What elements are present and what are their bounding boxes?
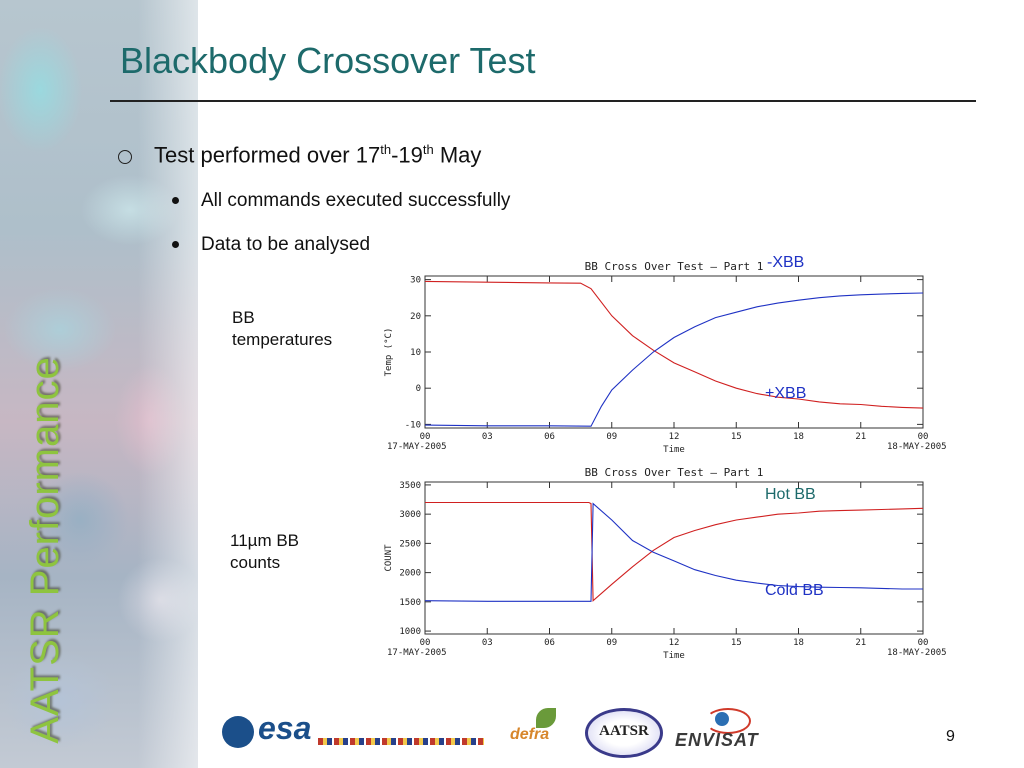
counts-label-line1: 11µm BB	[230, 531, 300, 550]
counts-label: 11µm BB counts	[230, 530, 299, 574]
y-tick-label: 10	[410, 348, 421, 358]
cold-bb-label: Cold BB	[765, 582, 824, 599]
x-tick-label: 00	[420, 638, 431, 648]
esa-logo-text: esa	[258, 710, 312, 746]
x-axis-label: Time	[663, 651, 685, 661]
x-tick-label: 09	[606, 638, 617, 648]
series-line-1	[424, 280, 924, 409]
y-tick-label: 0	[416, 384, 421, 394]
main-bullet-mid: -19	[391, 142, 423, 168]
aatsr-logo: AATSR	[585, 708, 663, 758]
temps-label-line2: temperatures	[232, 330, 333, 349]
x-tick-label: 06	[544, 432, 555, 442]
bullet-dot-icon	[172, 241, 179, 249]
plot-frame	[424, 275, 924, 429]
y-tick-label: -10	[405, 420, 421, 430]
x-tick-label: 06	[544, 638, 555, 648]
slide-title: Blackbody Crossover Test	[120, 40, 536, 81]
x-tick-label: 12	[669, 432, 680, 442]
member-flags-icon	[318, 738, 484, 745]
chart-title: BB Cross Over Test – Part 1	[585, 466, 764, 479]
esa-logo: esa	[220, 710, 320, 750]
hollow-bullet-icon	[118, 149, 132, 164]
x-tick-label: 18	[793, 638, 804, 648]
series-line-2	[424, 292, 924, 427]
y-tick-label: 2000	[399, 569, 421, 579]
bullet-dot-icon	[172, 197, 179, 205]
x-end-date-label: 18-MAY-2005	[887, 648, 947, 658]
hot-bb-label: Hot BB	[765, 486, 816, 503]
x-start-date-label: 17-MAY-2005	[387, 442, 447, 452]
x-tick-label: 18	[793, 432, 804, 442]
satellite-image-sidebar: AATSR Performance	[0, 0, 198, 768]
main-bullet-text: Test performed over 17	[154, 142, 381, 168]
temps-label-line1: BB	[232, 308, 255, 327]
bb-temperature-chart: BB Cross Over Test – Part 1 -10 0 10 20 30 00 0…	[384, 260, 947, 455]
defra-logo-text: defra	[510, 726, 550, 743]
x-tick-label: 03	[482, 638, 493, 648]
defra-logo: defra	[510, 708, 562, 752]
x-tick-label: 00	[918, 432, 929, 442]
x-tick-label: 21	[855, 432, 866, 442]
y-tick-label: 2500	[399, 539, 421, 549]
page-number: 9	[946, 728, 955, 745]
envisat-orbit-icon	[705, 708, 751, 734]
x-end-date-label: 18-MAY-2005	[887, 442, 947, 452]
sub-bullet-text: All commands executed successfully	[201, 190, 511, 211]
envisat-logo-text: ENVISAT	[675, 730, 759, 750]
x-tick-label: 21	[855, 638, 866, 648]
x-tick-label: 15	[731, 638, 742, 648]
temps-label: BB temperatures	[232, 307, 332, 351]
y-axis-label: COUNT	[384, 544, 394, 572]
x-tick-label: 12	[669, 638, 680, 648]
plus-xbb-label: +XBB	[765, 385, 807, 402]
y-tick-label: 20	[410, 312, 421, 322]
series-line-2	[424, 502, 923, 602]
sub-bullet-text: Data to be analysed	[201, 234, 371, 255]
defra-leaf-icon	[536, 708, 556, 728]
vertical-title: AATSR Performance	[23, 356, 67, 744]
y-tick-label: 30	[410, 276, 421, 286]
plot-frame	[424, 481, 924, 635]
main-bullet: Test performed over 17th-19th May	[118, 142, 481, 168]
series-line-1	[425, 501, 924, 602]
x-tick-label: 09	[606, 432, 617, 442]
sup-th-2: th	[422, 142, 434, 157]
envisat-globe-icon	[715, 712, 729, 726]
y-tick-label: 1500	[399, 598, 421, 608]
counts-label-line2: counts	[230, 553, 281, 572]
sub-bullet-2: Data to be analysed	[172, 234, 370, 256]
sup-th-1: th	[380, 142, 392, 157]
minus-xbb-label: -XBB	[767, 254, 805, 271]
x-tick-label: 03	[482, 432, 493, 442]
y-axis-label: Temp (°C)	[384, 328, 394, 377]
footer-logos: esa defra AATSR ENVISAT	[220, 700, 800, 760]
y-tick-label: 1000	[399, 627, 421, 637]
main-bullet-end: May	[433, 142, 482, 168]
esa-emblem-icon	[222, 716, 254, 748]
envisat-logo: ENVISAT	[675, 706, 795, 756]
title-divider	[110, 100, 976, 102]
bb-counts-chart: BB Cross Over Test – Part 11000150020002…	[384, 466, 947, 661]
x-start-date-label: 17-MAY-2005	[387, 648, 447, 658]
y-tick-label: 3000	[399, 510, 421, 520]
aatsr-logo-text: AATSR	[599, 723, 649, 739]
sub-bullet-1: All commands executed successfully	[172, 190, 510, 212]
x-tick-label: 00	[420, 432, 431, 442]
x-tick-label: 00	[918, 638, 929, 648]
x-axis-label: Time	[663, 445, 685, 455]
x-tick-label: 15	[731, 432, 742, 442]
y-tick-label: 3500	[399, 481, 421, 491]
chart-title: BB Cross Over Test – Part 1	[585, 260, 764, 273]
